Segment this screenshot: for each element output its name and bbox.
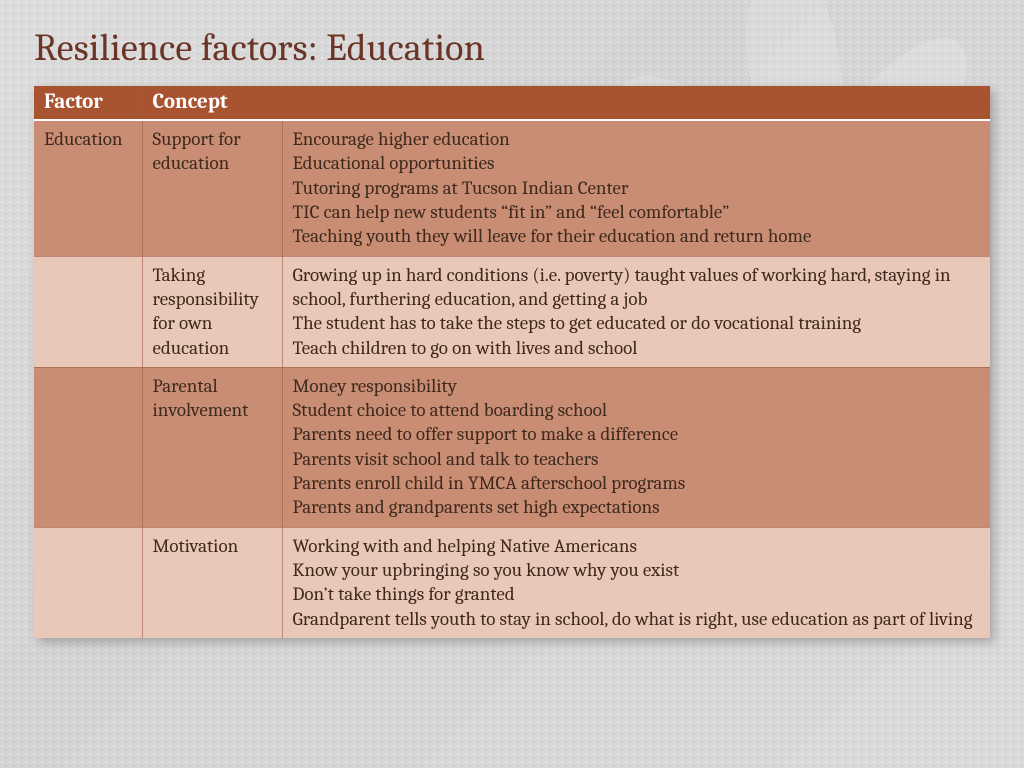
cell-concept: Taking responsibility for own education: [142, 256, 282, 367]
header-factor: Factor: [34, 86, 142, 120]
detail-line: Teaching youth they will leave for their…: [293, 224, 981, 248]
table-header-row: Factor Concept: [34, 86, 990, 120]
detail-line: Don’t take things for granted: [293, 582, 981, 606]
slide-title: Resilience factors: Education: [34, 26, 990, 70]
detail-line: Parents visit school and talk to teacher…: [293, 447, 981, 471]
detail-line: Parents enroll child in YMCA afterschool…: [293, 471, 981, 495]
detail-line: The student has to take the steps to get…: [293, 311, 981, 335]
detail-line: Know your upbringing so you know why you…: [293, 558, 981, 582]
cell-factor: Education: [34, 120, 142, 256]
cell-details: Growing up in hard conditions (i.e. pove…: [282, 256, 990, 367]
detail-line: Teach children to go on with lives and s…: [293, 336, 981, 360]
table-row: Taking responsibility for own educationG…: [34, 256, 990, 367]
header-concept: Concept: [142, 86, 990, 120]
table-row: EducationSupport for educationEncourage …: [34, 120, 990, 256]
detail-line: TIC can help new students “fit in” and “…: [293, 200, 981, 224]
detail-line: Encourage higher education: [293, 127, 981, 151]
detail-line: Tutoring programs at Tucson Indian Cente…: [293, 176, 981, 200]
detail-line: Working with and helping Native American…: [293, 534, 981, 558]
cell-details: Encourage higher educationEducational op…: [282, 120, 990, 256]
cell-concept: Motivation: [142, 527, 282, 638]
table-row: Motivation Working with and helping Nativ…: [34, 527, 990, 638]
slide-container: Resilience factors: Education Factor Con…: [0, 0, 1024, 638]
cell-factor: [34, 527, 142, 638]
detail-line: Grandparent tells youth to stay in schoo…: [293, 607, 981, 631]
cell-concept: Parental involvement: [142, 367, 282, 527]
detail-line: Growing up in hard conditions (i.e. pove…: [293, 263, 981, 312]
cell-factor: [34, 256, 142, 367]
table-row: Parental involvementMoney responsibility…: [34, 367, 990, 527]
detail-line: Parents need to offer support to make a …: [293, 422, 981, 446]
cell-concept: Support for education: [142, 120, 282, 256]
cell-details: Working with and helping Native American…: [282, 527, 990, 638]
cell-details: Money responsibilityStudent choice to at…: [282, 367, 990, 527]
detail-line: Educational opportunities: [293, 151, 981, 175]
detail-line: Student choice to attend boarding school: [293, 398, 981, 422]
detail-line: Money responsibility: [293, 374, 981, 398]
cell-factor: [34, 367, 142, 527]
resilience-table: Factor Concept EducationSupport for educ…: [34, 86, 990, 638]
detail-line: Parents and grandparents set high expect…: [293, 495, 981, 519]
table-body: EducationSupport for educationEncourage …: [34, 120, 990, 638]
